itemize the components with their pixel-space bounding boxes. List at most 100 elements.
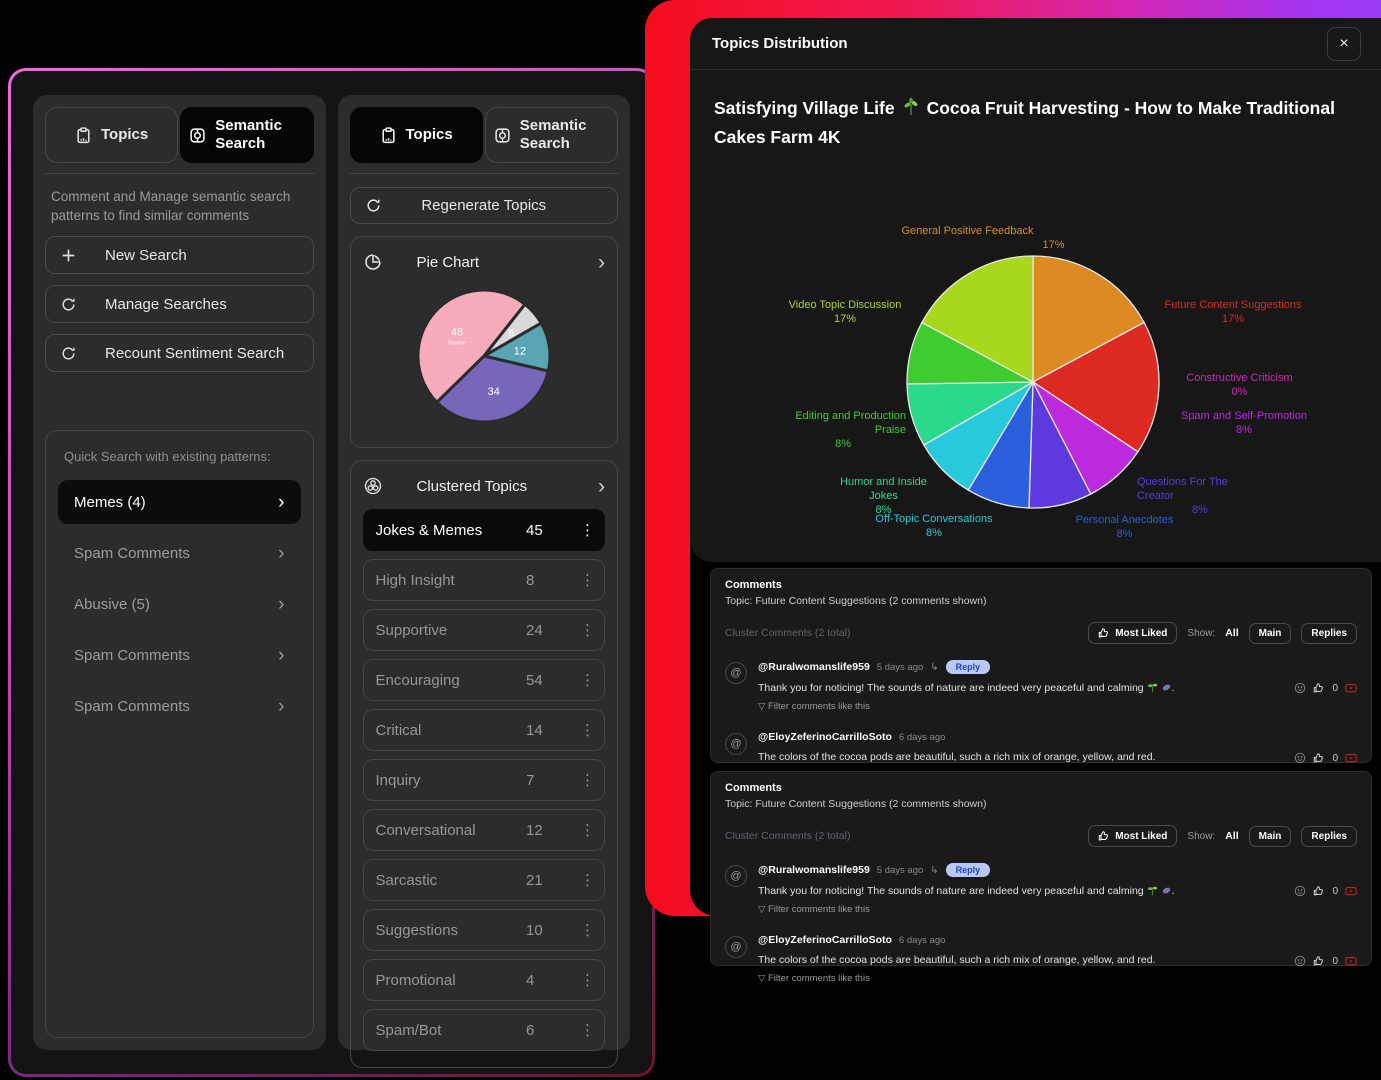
pie-slice xyxy=(416,288,527,405)
filter-replies[interactable]: Replies xyxy=(1301,622,1357,644)
reply-badge: Reply xyxy=(945,863,991,877)
quick-search-card: Quick Search with existing patterns: Mem… xyxy=(45,430,314,1038)
pie-label-off-topic: Off-Topic Conversations 8% xyxy=(875,513,993,539)
topic-row-suggestions[interactable]: Suggestions 10 ⋮ xyxy=(362,909,605,951)
quick-search-item-spam-3[interactable]: Spam Comments › xyxy=(74,695,285,717)
comment-row: @ @EloyZeferinoCarrilloSoto 6 days ago T… xyxy=(725,934,1357,984)
kebab-menu-icon[interactable]: ⋮ xyxy=(580,922,595,939)
close-icon[interactable]: × xyxy=(1327,26,1361,61)
herb-emoji-icon xyxy=(904,97,918,115)
recount-sentiment-button[interactable]: Recount Sentiment Search xyxy=(45,334,314,372)
filter-main[interactable]: Main xyxy=(1248,622,1292,644)
comment-row: @ @Ruralwomanslife959 5 days ago ↳ Reply… xyxy=(725,660,1357,712)
kebab-menu-icon[interactable]: ⋮ xyxy=(580,872,595,889)
clustered-topics-title: Clustered Topics xyxy=(416,477,528,495)
modal-title: Topics Distribution xyxy=(712,35,848,52)
clustered-topics-header[interactable]: Clustered Topics › xyxy=(363,471,605,501)
refresh-icon xyxy=(62,297,75,311)
pie-chart-card-header[interactable]: Pie Chart › xyxy=(363,247,605,277)
topic-row-jokes-memes[interactable]: Jokes & Memes 45 ⋮ xyxy=(362,509,605,551)
tab-semantic-search[interactable]: Semantic Search xyxy=(484,107,618,163)
show-label: Show: xyxy=(1187,627,1216,639)
comment-text: The colors of the cocoa pods are beautif… xyxy=(758,954,1156,966)
pie-label-humor-jokes: Humor and Inside Jokes 8% xyxy=(840,476,927,516)
smiley-icon[interactable] xyxy=(1294,885,1306,897)
topic-row-inquiry[interactable]: Inquiry 7 ⋮ xyxy=(362,759,605,801)
filter-comments-link[interactable]: ▽ Filter comments like this xyxy=(758,701,870,712)
comments-heading: Comments xyxy=(725,782,782,794)
most-liked-button[interactable]: Most Liked xyxy=(1088,825,1178,847)
kebab-menu-icon[interactable]: ⋮ xyxy=(580,822,595,839)
chevron-right-icon: › xyxy=(278,593,285,615)
tab-semantic-search[interactable]: Semantic Search xyxy=(180,107,314,163)
kebab-menu-icon[interactable]: ⋮ xyxy=(580,1022,595,1039)
topic-row-supportive[interactable]: Supportive 24 ⋮ xyxy=(362,609,605,651)
seedling-emoji-icon xyxy=(1147,683,1157,693)
chevron-right-icon: › xyxy=(598,250,605,274)
kebab-menu-icon[interactable]: ⋮ xyxy=(580,672,595,689)
comment-time: 5 days ago xyxy=(876,661,924,673)
topic-row-encouraging[interactable]: Encouraging 54 ⋮ xyxy=(362,659,605,701)
tab-label: Topics xyxy=(101,126,149,143)
youtube-icon[interactable] xyxy=(1345,885,1357,897)
pie-chart-title: Pie Chart xyxy=(416,253,480,271)
filter-main[interactable]: Main xyxy=(1248,825,1292,847)
thumb-up-icon[interactable] xyxy=(1313,682,1325,694)
filter-all[interactable]: All xyxy=(1225,830,1239,842)
topic-row-sarcastic[interactable]: Sarcastic 21 ⋮ xyxy=(362,859,605,901)
comment-username[interactable]: @EloyZeferinoCarrilloSoto xyxy=(758,731,892,743)
kebab-menu-icon[interactable]: ⋮ xyxy=(580,572,595,589)
topic-row-conversational[interactable]: Conversational 12 ⋮ xyxy=(362,809,605,851)
topic-row-promotional[interactable]: Promotional 4 ⋮ xyxy=(362,959,605,1001)
tab-topics[interactable]: Topics xyxy=(349,107,483,163)
pie-chart-card: Pie Chart › 12 34 48 Positive 6 xyxy=(349,236,618,448)
pie-sublabel: Positive xyxy=(448,341,466,347)
filter-replies[interactable]: Replies xyxy=(1301,825,1357,847)
topic-row-high-insight[interactable]: High Insight 8 ⋮ xyxy=(362,559,605,601)
quick-search-item-memes[interactable]: Memes (4) › xyxy=(58,480,301,524)
filter-comments-link[interactable]: ▽ Filter comments like this xyxy=(758,904,870,915)
quick-search-item-spam-2[interactable]: Spam Comments › xyxy=(74,644,285,666)
reply-arrow-icon: ↳ xyxy=(930,864,939,876)
filter-comments-link[interactable]: ▽ Filter comments like this xyxy=(758,973,870,984)
pie-label-spam-self-promotion: Spam and Self-Promotion 8% xyxy=(1181,410,1307,436)
thumb-up-icon[interactable] xyxy=(1313,752,1325,764)
youtube-icon[interactable] xyxy=(1345,682,1357,694)
smiley-icon[interactable] xyxy=(1294,955,1306,967)
kebab-menu-icon[interactable]: ⋮ xyxy=(580,522,595,539)
comments-topic-line: Topic: Future Content Suggestions (2 com… xyxy=(725,798,987,810)
quick-search-item-spam-1[interactable]: Spam Comments › xyxy=(74,542,285,564)
kebab-menu-icon[interactable]: ⋮ xyxy=(580,972,595,989)
tab-topics[interactable]: Topics xyxy=(45,107,179,163)
thumb-up-icon[interactable] xyxy=(1313,955,1325,967)
quick-search-item-abusive[interactable]: Abusive (5) › xyxy=(74,593,285,615)
thumb-up-icon xyxy=(1098,831,1109,841)
smiley-icon[interactable] xyxy=(1294,682,1306,694)
pie-chart-icon xyxy=(364,254,381,270)
filter-all[interactable]: All xyxy=(1225,627,1239,639)
manage-searches-button[interactable]: Manage Searches xyxy=(45,285,314,323)
comments-section: Comments Topic: Future Content Suggestio… xyxy=(710,771,1372,984)
comment-username[interactable]: @EloyZeferinoCarrilloSoto xyxy=(758,934,892,946)
comment-username[interactable]: @Ruralwomanslife959 xyxy=(758,864,870,876)
chevron-right-icon: › xyxy=(278,644,285,666)
comment-username[interactable]: @Ruralwomanslife959 xyxy=(758,661,870,673)
youtube-icon[interactable] xyxy=(1345,955,1357,967)
pie-slice xyxy=(434,354,550,424)
smiley-icon[interactable] xyxy=(1294,752,1306,764)
semantic-search-panel: Topics Semantic Search Comment and Manag… xyxy=(33,95,326,1050)
new-search-button[interactable]: New Search xyxy=(45,236,314,274)
pie-label-editing-praise: Editing and Production Praise 8% xyxy=(795,410,906,450)
kebab-menu-icon[interactable]: ⋮ xyxy=(580,772,595,789)
tab-label: Semantic Search xyxy=(215,117,282,152)
kebab-menu-icon[interactable]: ⋮ xyxy=(580,722,595,739)
thumb-up-icon[interactable] xyxy=(1313,885,1325,897)
thumb-up-icon xyxy=(1098,628,1109,638)
youtube-icon[interactable] xyxy=(1345,752,1357,764)
most-liked-button[interactable]: Most Liked xyxy=(1088,622,1178,644)
topic-row-spam-bot[interactable]: Spam/Bot 6 ⋮ xyxy=(362,1009,605,1051)
regenerate-topics-button[interactable]: Regenerate Topics xyxy=(349,187,618,224)
kebab-menu-icon[interactable]: ⋮ xyxy=(580,622,595,639)
topic-row-critical[interactable]: Critical 14 ⋮ xyxy=(362,709,605,751)
